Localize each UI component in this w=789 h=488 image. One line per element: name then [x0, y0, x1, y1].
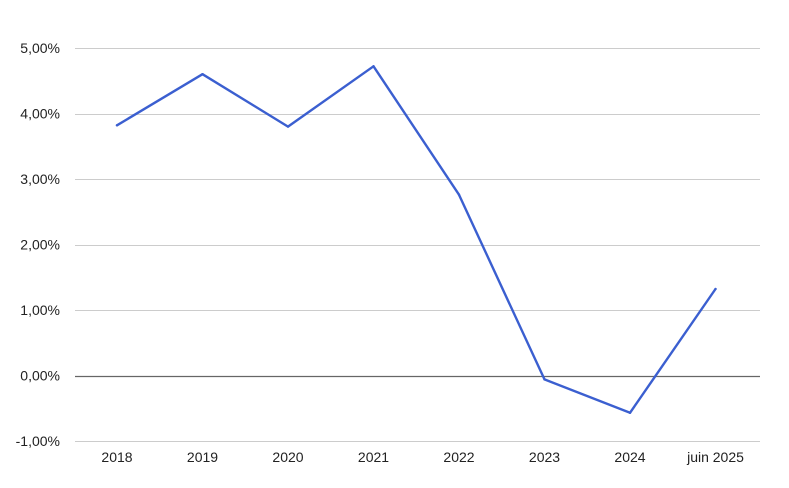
series-lines — [115, 65, 717, 415]
x-tick-label: 2018 — [101, 449, 132, 465]
x-tick-label: 2023 — [529, 449, 560, 465]
y-tick-label: 4,00% — [20, 106, 60, 122]
data-point — [201, 73, 204, 76]
data-point — [543, 378, 546, 381]
y-tick-label: 0,00% — [20, 368, 60, 384]
y-tick-label: 1,00% — [20, 302, 60, 318]
data-point — [457, 193, 461, 196]
data-point — [372, 65, 375, 68]
x-tick-label: 2022 — [443, 449, 474, 465]
y-tick-label: -1,00% — [16, 433, 60, 449]
x-axis-tick-labels: 2018 2019 2020 2021 2022 2023 2024 juin 2025 — [101, 449, 744, 465]
x-tick-label: juin 2025 — [686, 449, 744, 465]
data-point — [628, 411, 632, 415]
x-tick-label: 2020 — [272, 449, 303, 465]
series-line — [115, 65, 717, 414]
x-tick-label: 2021 — [358, 449, 389, 465]
y-tick-label: 2,00% — [20, 237, 60, 253]
y-tick-label: 5,00% — [20, 40, 60, 56]
data-point — [115, 124, 119, 127]
x-tick-label: 2019 — [187, 449, 218, 465]
x-tick-label: 2024 — [614, 449, 645, 465]
gridlines — [75, 48, 760, 442]
data-point — [286, 125, 290, 128]
y-axis-tick-labels: 5,00% 4,00% 3,00% 2,00% 1,00% 0,00% -1,00% — [16, 40, 60, 449]
y-tick-label: 3,00% — [20, 171, 60, 187]
data-point — [714, 287, 717, 291]
